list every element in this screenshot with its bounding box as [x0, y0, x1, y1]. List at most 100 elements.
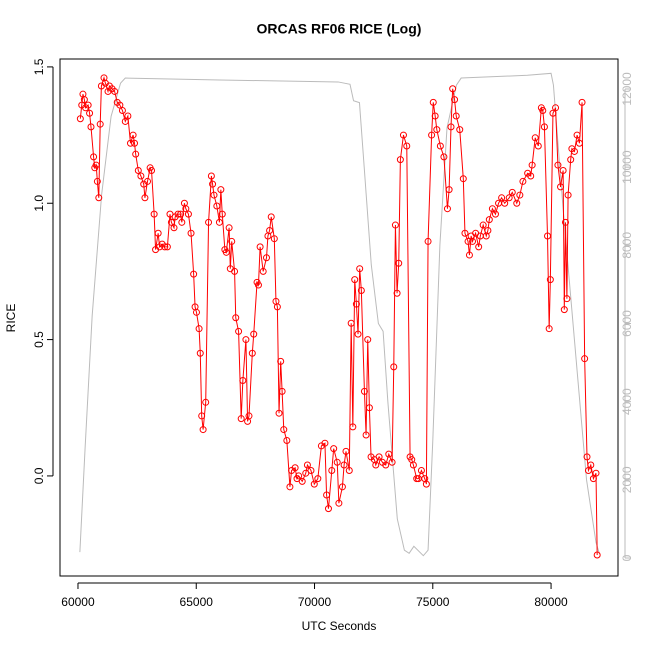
data-point — [291, 464, 299, 472]
data-point — [399, 131, 407, 139]
data-point — [581, 355, 589, 363]
data-point — [508, 188, 516, 196]
data-point — [356, 265, 364, 273]
data-point — [428, 131, 436, 139]
y2-tick-label: 4000 — [620, 388, 634, 415]
data-point — [357, 287, 365, 295]
data-point — [491, 210, 499, 218]
data-point — [459, 175, 467, 183]
data-point — [161, 243, 169, 251]
data-point — [552, 104, 560, 112]
data-point — [278, 387, 286, 395]
data-point — [129, 131, 137, 139]
data-point — [443, 205, 451, 213]
data-point — [228, 237, 236, 245]
data-point — [498, 194, 506, 202]
data-point — [144, 177, 152, 185]
data-point — [338, 483, 346, 491]
data-point — [447, 123, 455, 131]
data-point — [166, 210, 174, 218]
data-point — [564, 191, 572, 199]
data-point — [182, 205, 190, 213]
data-point — [409, 461, 417, 469]
data-point — [403, 142, 411, 150]
data-point — [360, 387, 368, 395]
data-point — [385, 450, 393, 458]
data-point — [254, 281, 262, 289]
data-point — [190, 270, 198, 278]
data-point — [84, 101, 92, 109]
data-point — [92, 161, 100, 169]
data-point — [335, 499, 343, 507]
y-tick-label: 1.5 — [32, 58, 46, 75]
data-point — [275, 409, 283, 417]
data-point — [433, 126, 441, 134]
data-point — [256, 243, 264, 251]
data-point — [351, 276, 359, 284]
data-point — [235, 327, 243, 335]
y2-tick-label: 12000 — [620, 72, 634, 106]
data-point — [531, 134, 539, 142]
data-point — [148, 167, 156, 175]
data-point — [218, 210, 226, 218]
data-point — [567, 156, 575, 164]
data-point — [452, 112, 460, 120]
data-point — [469, 237, 477, 245]
data-point — [349, 423, 357, 431]
data-point — [557, 183, 565, 191]
data-point — [199, 426, 207, 434]
data-point — [417, 466, 425, 474]
data-point — [429, 98, 437, 106]
data-point — [549, 109, 557, 117]
data-point — [167, 218, 175, 226]
data-point — [90, 153, 98, 161]
data-point — [116, 101, 124, 109]
data-point — [445, 186, 453, 194]
data-point — [592, 469, 600, 477]
data-point — [207, 172, 215, 180]
data-point — [513, 199, 521, 207]
y2-tick-label: 6000 — [620, 310, 634, 337]
data-point — [575, 139, 583, 147]
data-point — [163, 243, 171, 251]
data-point — [560, 306, 568, 314]
data-point — [134, 167, 142, 175]
data-point — [321, 439, 329, 447]
data-point — [239, 376, 247, 384]
x-tick-label: 75000 — [416, 595, 450, 609]
data-point — [528, 161, 536, 169]
data-point — [126, 139, 134, 147]
data-point — [456, 126, 464, 134]
data-point — [479, 221, 487, 229]
data-point — [484, 227, 492, 235]
data-point — [177, 210, 185, 218]
data-point — [196, 349, 204, 357]
data-point — [259, 267, 267, 275]
data-point — [540, 123, 548, 131]
y2-tick-label: 8000 — [620, 232, 634, 259]
data-point — [303, 461, 311, 469]
data-point — [388, 458, 396, 466]
data-point — [372, 461, 380, 469]
y-axis-label: RICE — [4, 304, 18, 333]
data-point — [488, 205, 496, 213]
data-point — [391, 221, 399, 229]
data-point — [545, 325, 553, 333]
data-point — [362, 431, 370, 439]
data-point — [237, 415, 245, 423]
data-point — [352, 300, 360, 308]
data-point — [461, 229, 469, 237]
data-point — [225, 224, 233, 232]
data-point — [323, 491, 331, 499]
data-point — [505, 194, 513, 202]
data-point — [111, 87, 119, 95]
data-point — [364, 336, 372, 344]
data-point — [393, 289, 401, 297]
x-axis-label: UTC Seconds — [302, 619, 377, 633]
data-point — [561, 218, 569, 226]
data-point — [250, 330, 258, 338]
data-point — [440, 153, 448, 161]
data-point — [137, 172, 145, 180]
data-point — [559, 167, 567, 175]
